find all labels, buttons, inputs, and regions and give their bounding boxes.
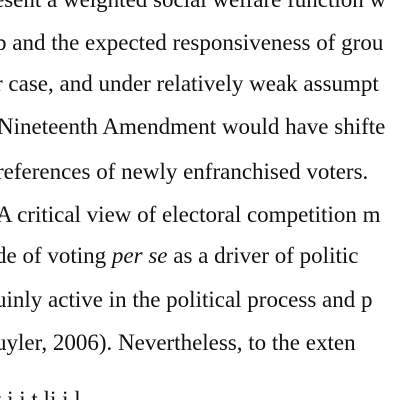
italic-phrase: per se <box>111 243 168 268</box>
text-line-with-italic: de of voting per se as a driver of polit… <box>0 244 358 267</box>
text-line: esent a weighted social welfare function… <box>0 0 386 11</box>
text-line: uinly active in the political process an… <box>0 287 373 312</box>
text-line: A critical view of electoral competition… <box>0 202 381 227</box>
text-segment: as a driver of politic <box>167 243 359 268</box>
text-line: Nineteenth Amendment would have shifte <box>0 114 386 139</box>
text-line: p and the expected responsiveness of gro… <box>0 30 384 55</box>
text-line-partial: t i i t li i l <box>0 387 81 400</box>
text-line: r case, and under relatively weak assump… <box>0 71 379 96</box>
text-segment: de of voting <box>0 243 112 268</box>
text-line: uyler, 2006). Nevertheless, to the exten <box>0 330 356 355</box>
text-line: references of newly enfranchised voters. <box>0 159 369 184</box>
